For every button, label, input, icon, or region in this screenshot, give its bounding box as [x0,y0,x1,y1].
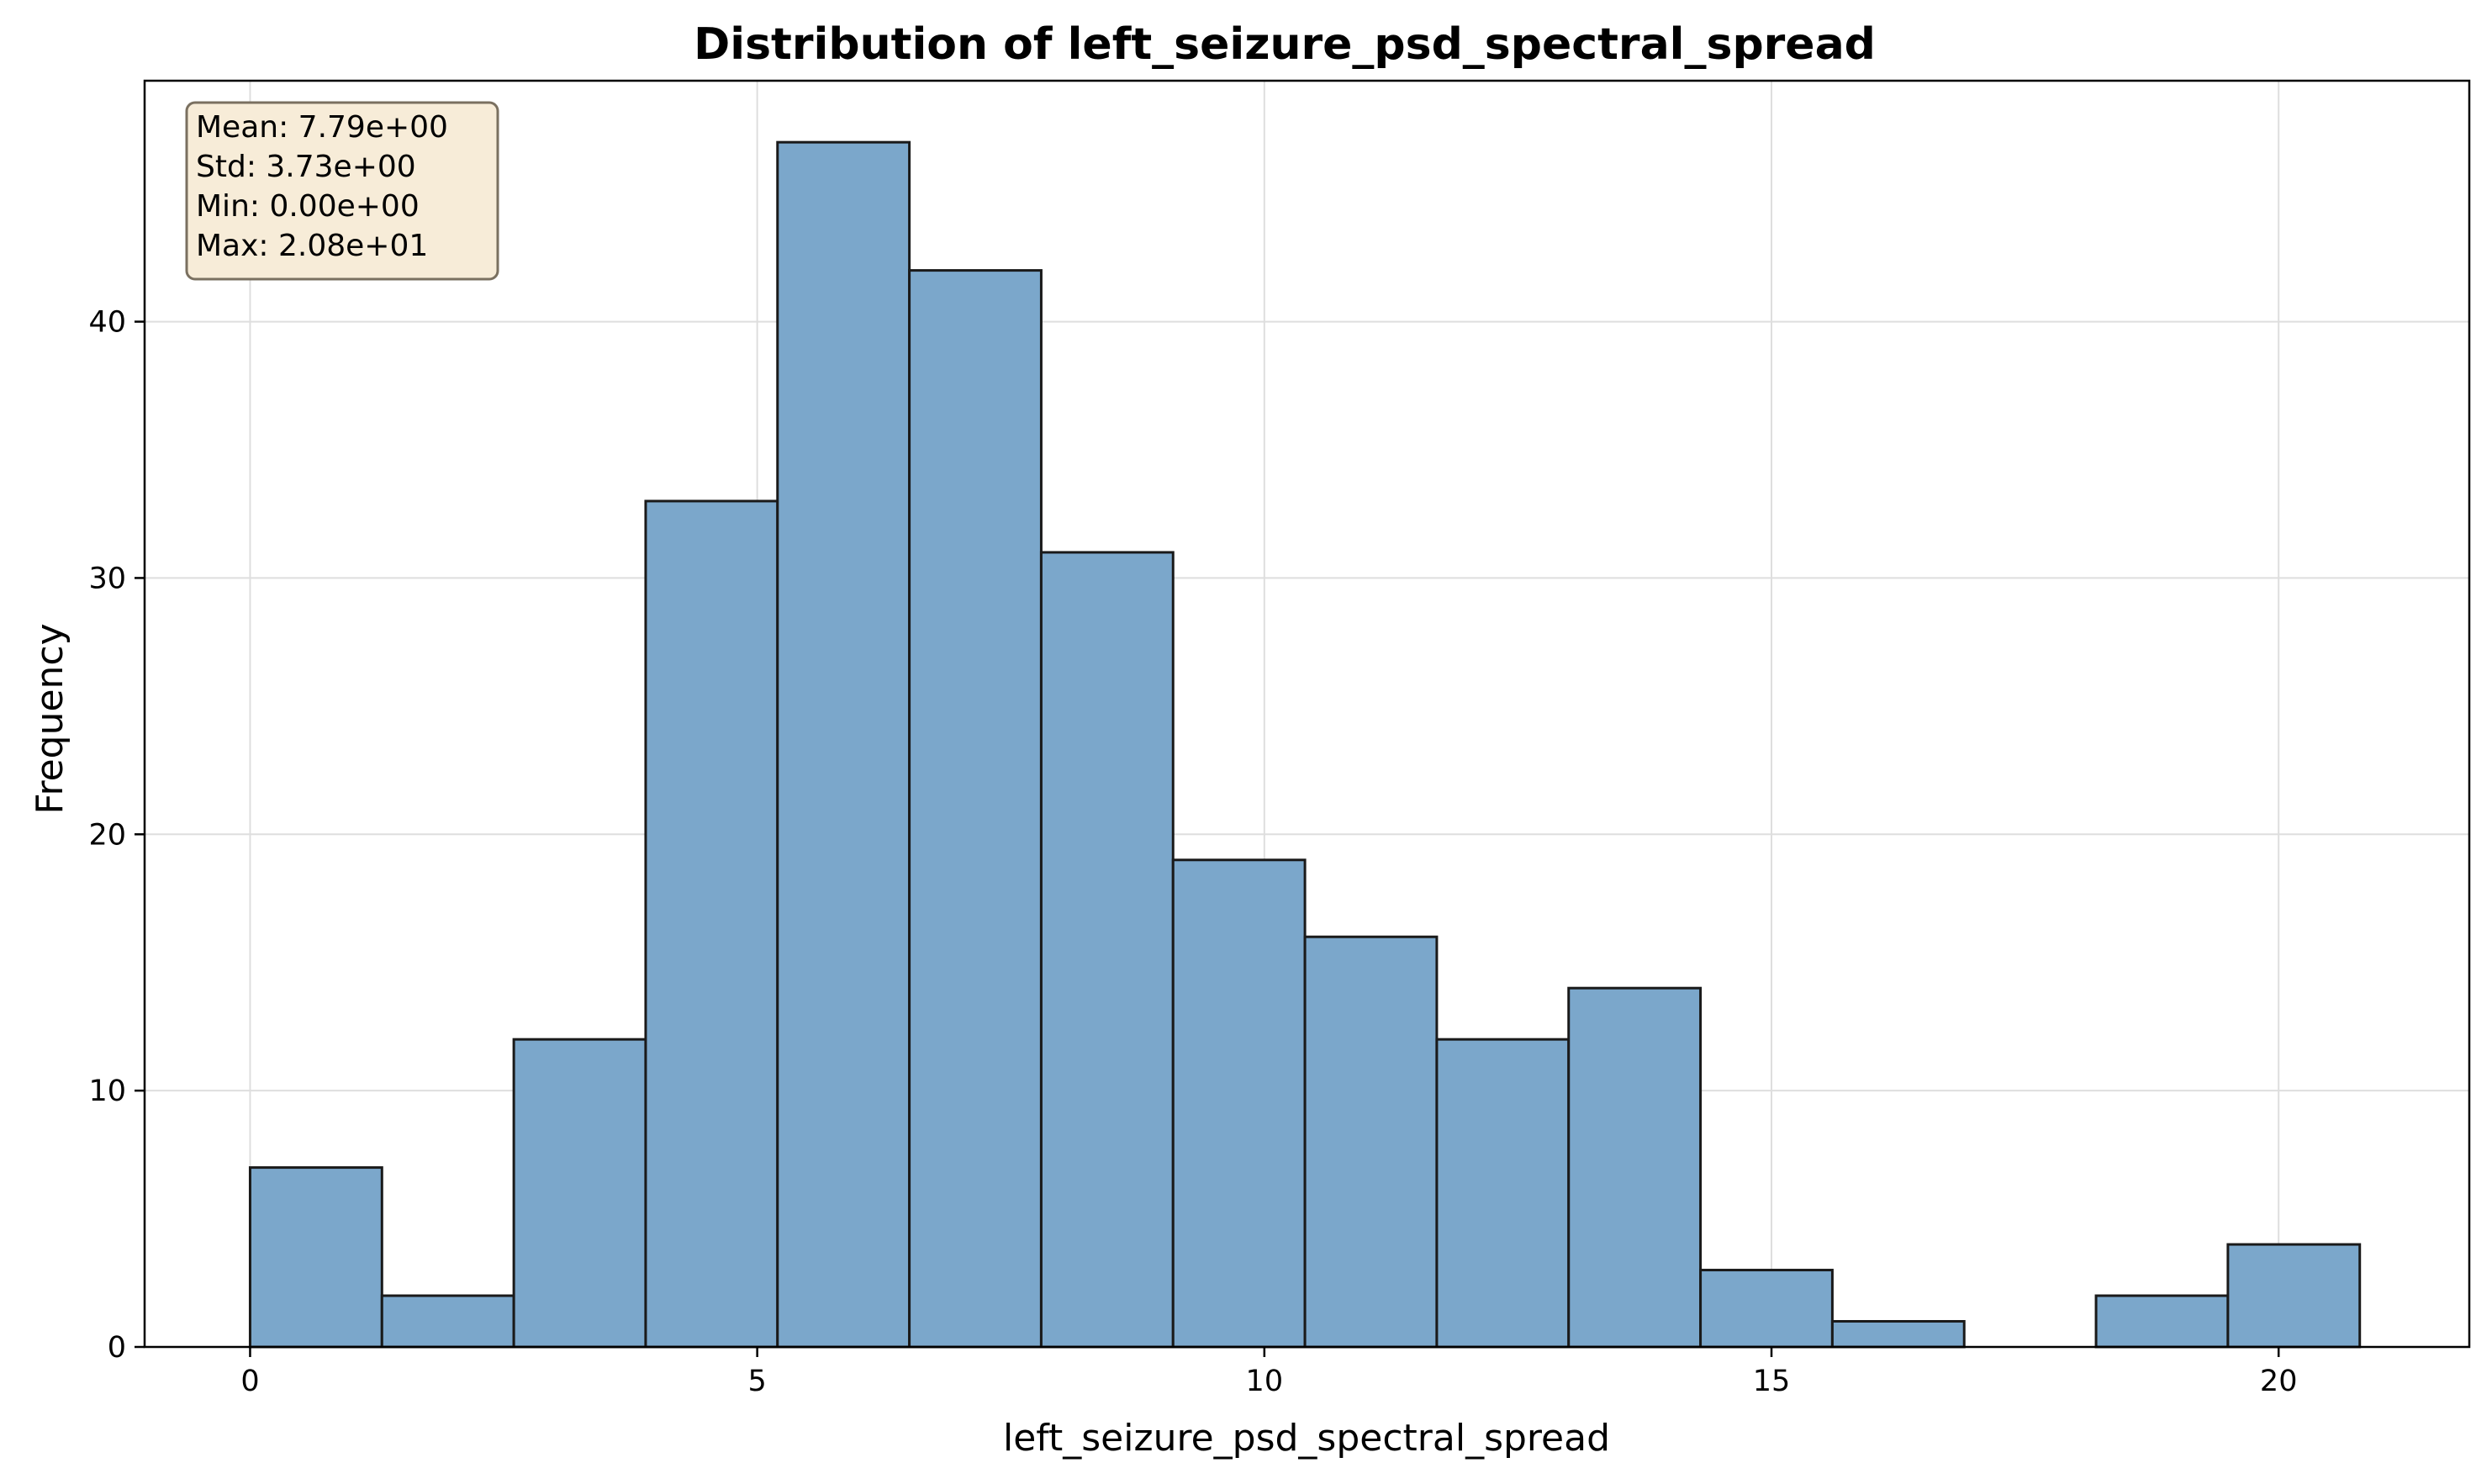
stats-std: Std: 3.73e+00 [196,150,416,184]
y-tick-label: 30 [88,562,126,595]
stats-box-background [185,101,499,281]
plot-frame [143,79,2471,1349]
histogram-bar [1567,986,1703,1349]
histogram-bar [2226,1243,2362,1349]
x-tick-label: 0 [240,1365,259,1398]
x-tick-label: 5 [748,1365,767,1398]
chart-title: Distribution of left_seizure_psd_spectra… [694,19,1876,70]
y-tick-label: 10 [88,1075,126,1108]
histogram-bar [1171,858,1307,1349]
stats-max: Max: 2.08e+01 [196,229,428,263]
stats-box: Mean: 7.79e+00 Std: 3.73e+00 Min: 0.00e+… [185,101,499,281]
y-tick-label: 20 [88,818,126,852]
y-axis-label: Frequency [29,623,71,814]
histogram-bar [1303,935,1439,1349]
histogram-bar [776,140,911,1349]
x-axis-label: left_seizure_psd_spectral_spread [1003,1417,1610,1460]
histogram-bar [2094,1294,2230,1349]
x-tick-label: 15 [1753,1365,1791,1398]
histogram-bar [248,1166,383,1349]
y-axis-ticks: 0 10 20 30 40 [88,306,145,1365]
histogram-bar [512,1038,647,1349]
y-tick-label: 40 [88,306,126,340]
histogram-bar [1699,1269,1834,1349]
x-tick-label: 10 [1246,1365,1284,1398]
histogram-bar [908,269,1043,1349]
histogram-bar [1435,1038,1571,1349]
stats-mean: Mean: 7.79e+00 [196,110,448,145]
y-tick-label: 0 [108,1331,126,1365]
x-tick-label: 20 [2260,1365,2298,1398]
histogram-bar [644,499,779,1349]
bars [248,140,2362,1349]
histogram-bar [1830,1320,1966,1349]
histogram-bar [1039,551,1175,1349]
stats-min: Min: 0.00e+00 [196,189,420,224]
histogram-bar [380,1294,515,1349]
x-axis-ticks: 0 5 10 15 20 [240,1347,2297,1398]
